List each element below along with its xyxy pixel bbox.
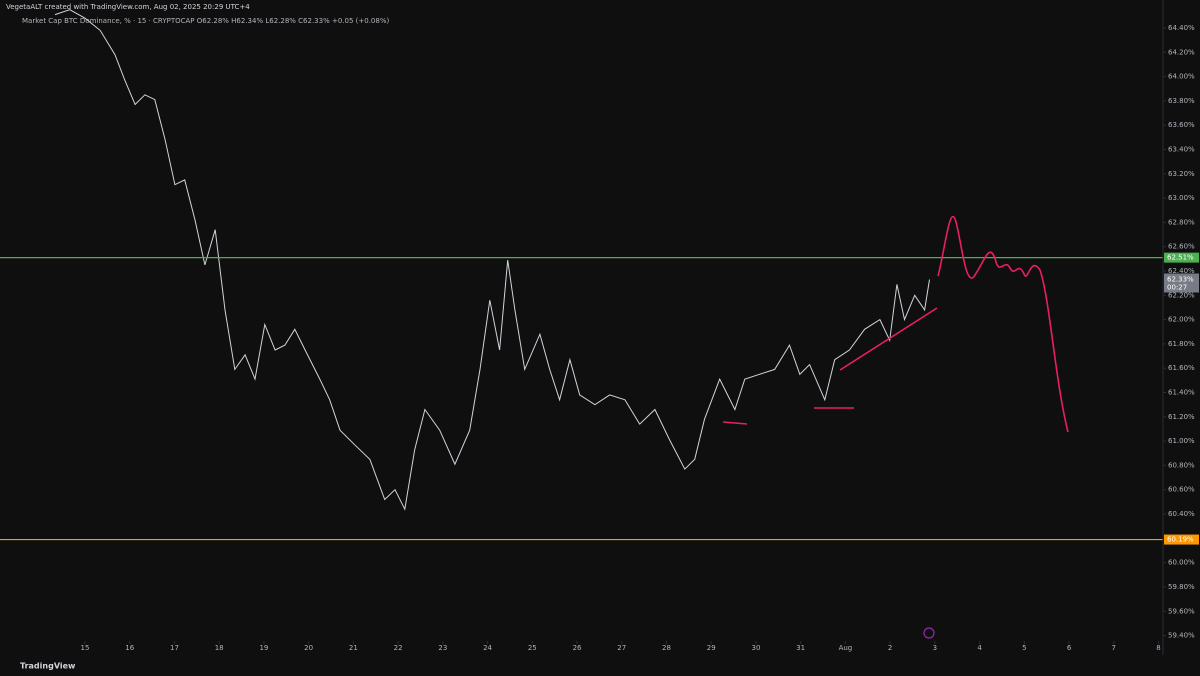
y-tick-label: 59.40% [1168,632,1195,640]
trend-curve [839,307,938,371]
y-tick-label: 63.20% [1168,170,1195,178]
x-tick-label: 2 [888,644,892,652]
y-tick-label: 62.80% [1168,218,1195,226]
symbol-legend: Market Cap BTC Dominance, % · 15 · CRYPT… [22,17,389,25]
y-tick-label: 60.60% [1168,486,1195,494]
y-tick-label: 63.80% [1168,97,1195,105]
x-tick-label: 20 [304,644,313,652]
y-tick-label: 63.60% [1168,121,1195,129]
y-tick-label: 62.00% [1168,316,1195,324]
x-tick-label: 30 [751,644,760,652]
x-tick-label: 22 [394,644,403,652]
y-tick-label: 62.40% [1168,267,1195,275]
y-tick-label: 61.40% [1168,389,1195,397]
x-tick-label: 21 [349,644,358,652]
x-tick-label: 28 [662,644,671,652]
countdown-label: 00:27 [1167,283,1187,291]
y-tick-label: 63.00% [1168,194,1195,202]
price-line [54,9,930,511]
y-tick-label: 59.80% [1168,583,1195,591]
x-tick-label: 31 [796,644,805,652]
x-tick-label: 4 [977,644,982,652]
event-icon[interactable] [923,627,935,639]
x-tick-label: 29 [707,644,716,652]
x-tick-label: 24 [483,644,492,652]
x-tick-label: 8 [1156,644,1160,652]
x-tick-label: 5 [1022,644,1026,652]
y-tick-label: 61.20% [1168,413,1195,421]
plot-area [0,9,1163,541]
y-tick-label: 60.40% [1168,510,1195,518]
x-tick-label: 25 [528,644,537,652]
level-label: 62.51% [1167,254,1194,262]
y-tick-label: 61.00% [1168,437,1195,445]
brand: TradingView [20,662,76,671]
y-tick-label: 64.20% [1168,48,1195,56]
credit: VegetaALT created with TradingView.com, … [6,3,250,11]
x-tick-label: 6 [1067,644,1072,652]
last-price-label: 62.33% [1167,275,1194,283]
y-tick-label: 62.20% [1168,291,1195,299]
projection-path [937,215,1069,433]
y-tick-label: 63.40% [1168,145,1195,153]
y-tick-label: 61.60% [1168,364,1195,372]
x-tick-label: 3 [933,644,937,652]
x-tick-label: 26 [573,644,582,652]
y-tick-label: 64.40% [1168,24,1195,32]
x-tick-label: 7 [1112,644,1116,652]
last-price-tag [1164,273,1199,293]
x-tick-label: 17 [170,644,179,652]
x-tick-label: 16 [125,644,134,652]
y-tick-label: 60.80% [1168,461,1195,469]
x-tick-label: 27 [617,644,626,652]
level-tag [1164,252,1199,263]
x-tick-label: 15 [81,644,90,652]
x-tick-label: 23 [438,644,447,652]
y-tick-label: 59.60% [1168,607,1195,615]
level-tag [1164,534,1199,545]
x-tick-label: 18 [215,644,224,652]
y-tick-label: 60.00% [1168,559,1195,567]
x-tick-label: 19 [259,644,268,652]
support-mark [722,421,748,425]
x-tick-label: Aug [839,644,853,652]
y-tick-label: 64.00% [1168,73,1195,81]
y-tick-label: 61.80% [1168,340,1195,348]
y-tick-label: 62.60% [1168,243,1195,251]
level-label: 60.19% [1167,536,1194,544]
